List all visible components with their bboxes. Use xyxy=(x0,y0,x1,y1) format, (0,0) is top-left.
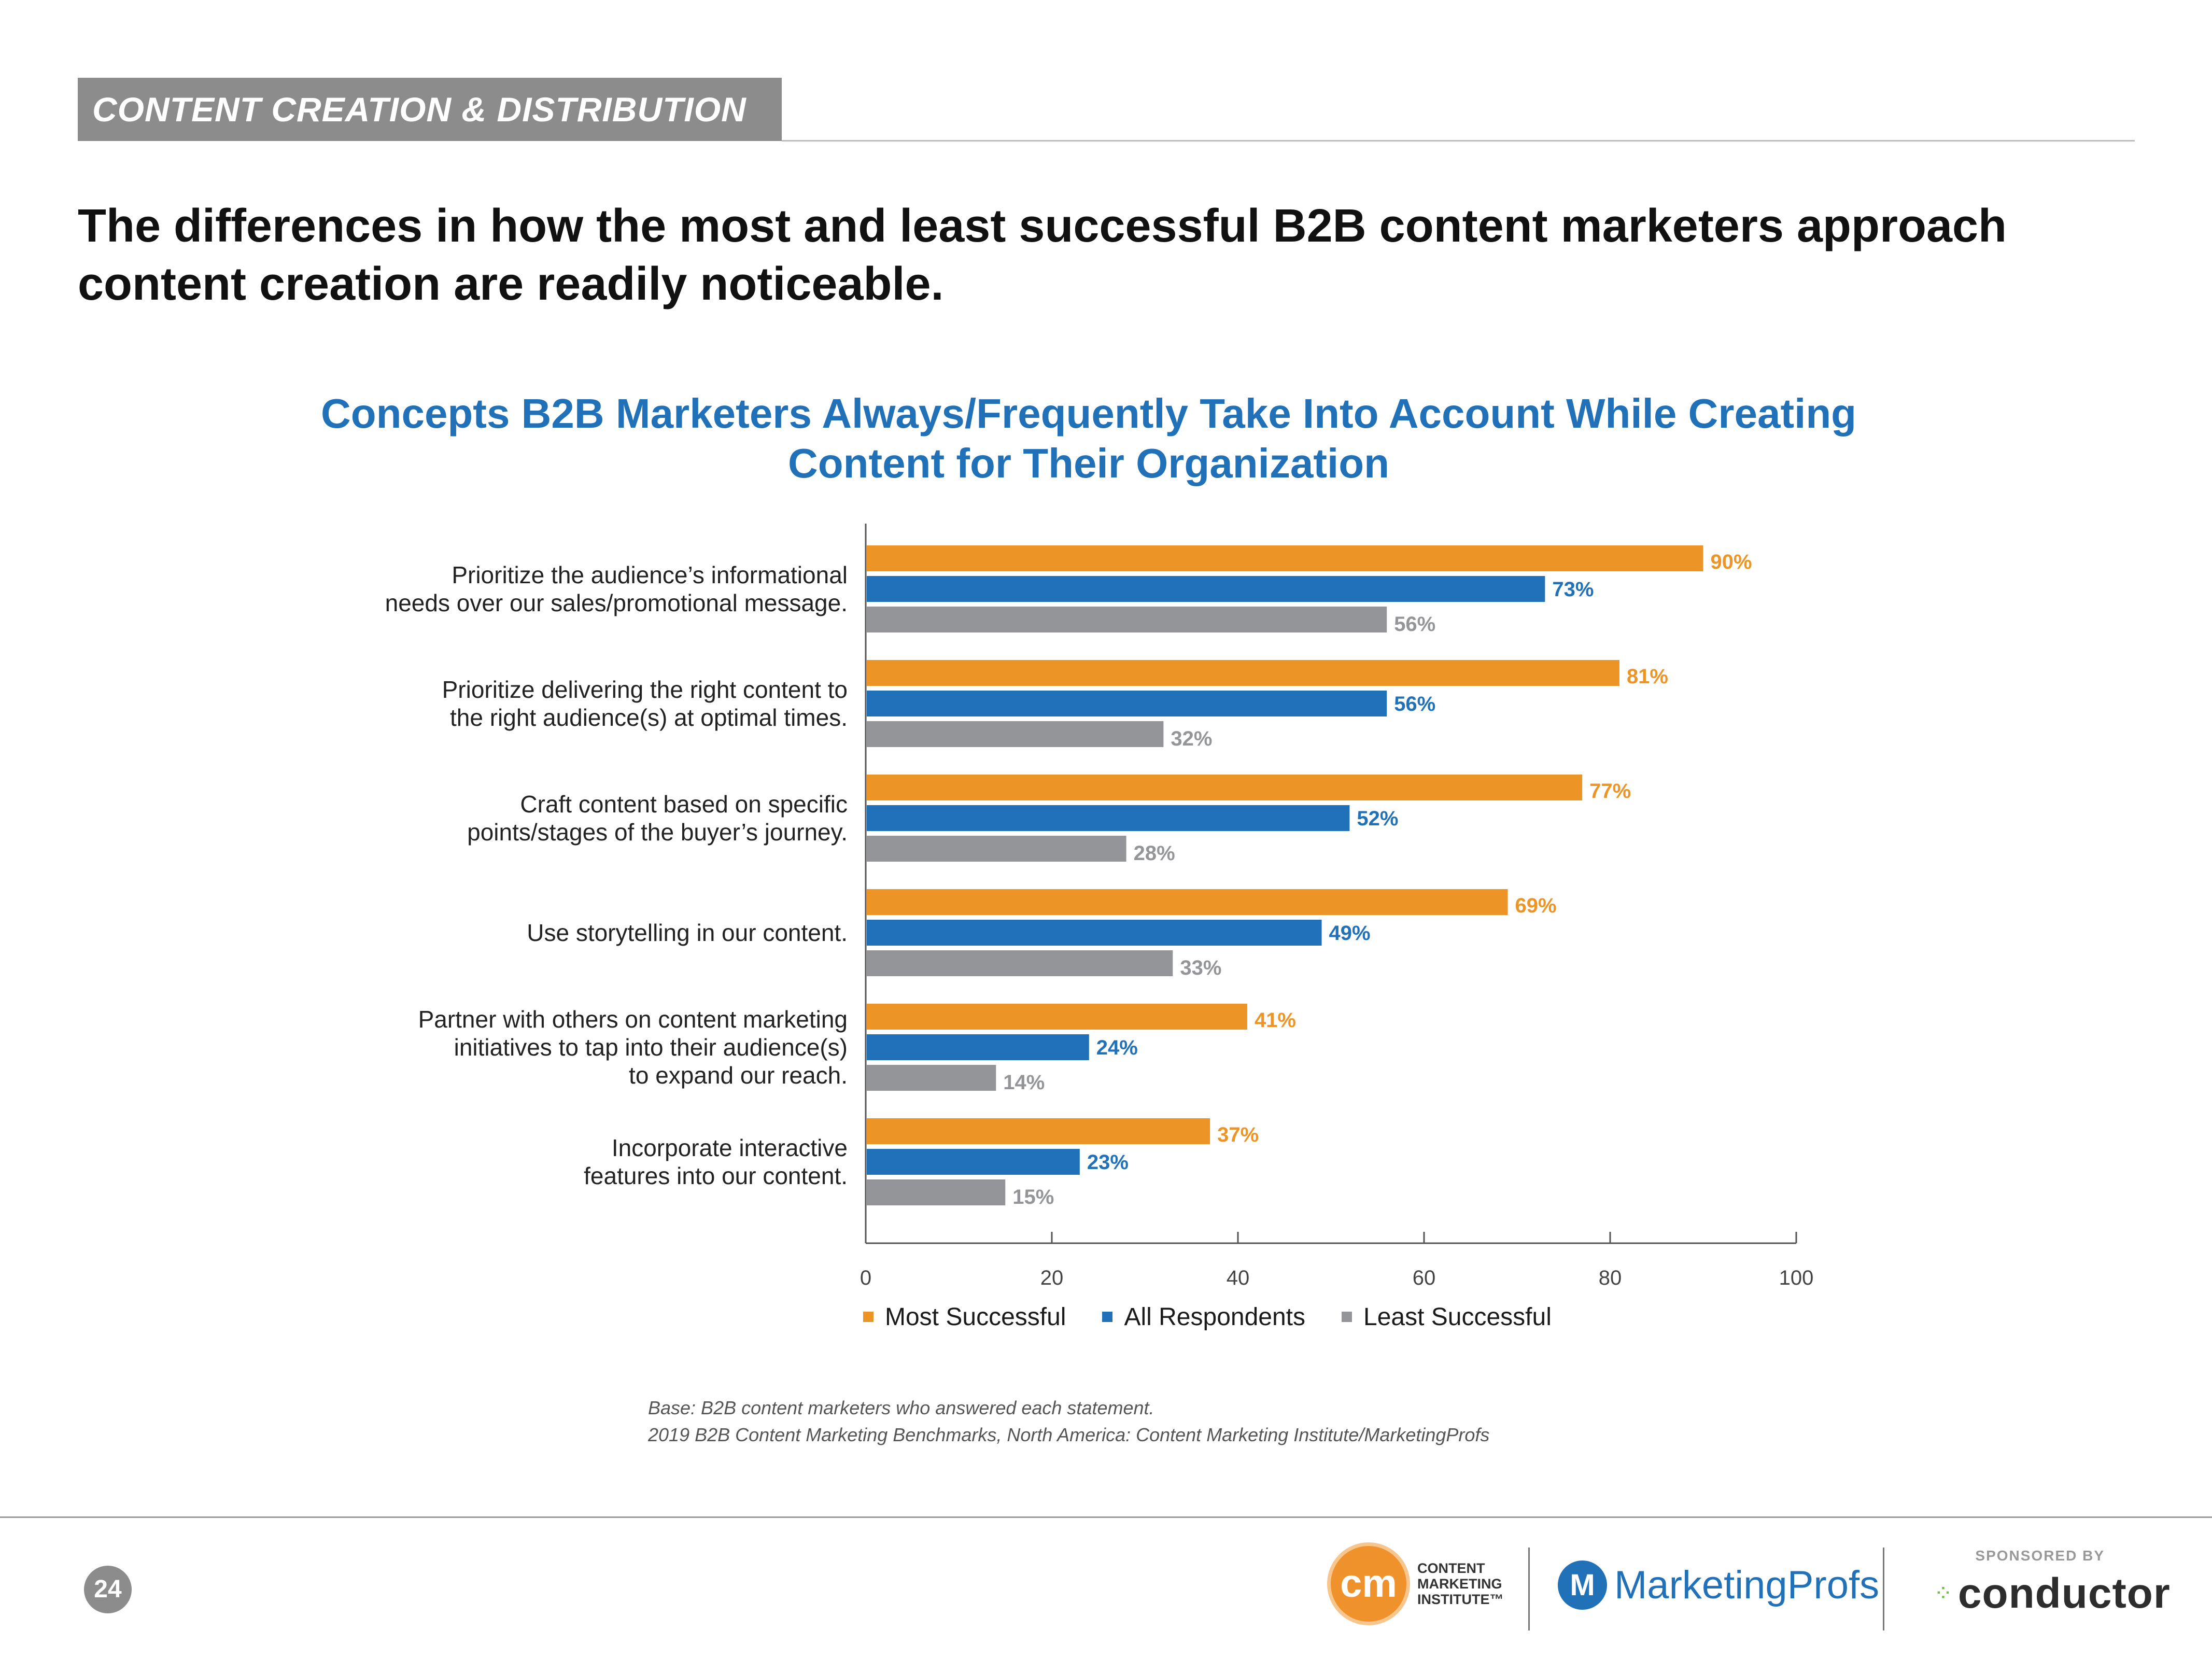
bar xyxy=(867,1034,1089,1060)
cmi-line-1: CONTENT xyxy=(1417,1560,1485,1576)
bar xyxy=(867,1004,1247,1030)
marketingprofs-icon: M xyxy=(1558,1560,1607,1610)
bar xyxy=(867,576,1545,602)
data-label: 33% xyxy=(1180,957,1221,979)
legend-item-all-respondents: All Respondents xyxy=(1102,1303,1305,1331)
page-headline: The differences in how the most and leas… xyxy=(78,200,2007,310)
legend-swatch-most-successful xyxy=(863,1312,873,1322)
x-tick-label: 40 xyxy=(1227,1267,1250,1289)
data-label: 14% xyxy=(1003,1071,1045,1094)
bar xyxy=(867,950,1173,976)
category-label: to expand our reach. xyxy=(629,1062,848,1089)
data-label: 52% xyxy=(1357,807,1398,830)
legend-swatch-all-respondents xyxy=(1102,1312,1113,1322)
marketingprofs-logo: M MarketingProfs xyxy=(1558,1560,1879,1610)
footer-logo-divider xyxy=(1528,1548,1530,1630)
data-label: 69% xyxy=(1515,894,1557,917)
chart-notes: Base: B2B content marketers who answered… xyxy=(648,1395,1489,1449)
sponsor-block: SPONSORED BY ⁘ conductor xyxy=(1934,1548,2170,1618)
cmi-logo: cm CONTENT MARKETING INSTITUTE™ xyxy=(1327,1542,1516,1625)
data-label: 56% xyxy=(1394,693,1435,715)
data-label: 49% xyxy=(1329,922,1371,945)
category-label: Prioritize delivering the right content … xyxy=(442,676,848,703)
category-label: the right audience(s) at optimal times. xyxy=(450,704,848,731)
x-tick-label: 20 xyxy=(1040,1267,1064,1289)
cmi-logo-text: CONTENT MARKETING INSTITUTE™ xyxy=(1417,1560,1516,1607)
cmi-line-2: MARKETING xyxy=(1417,1576,1502,1592)
footer-divider xyxy=(0,1516,2212,1518)
chart-legend: Most Successful All Respondents Least Su… xyxy=(863,1299,1588,1335)
source-note: 2019 B2B Content Marketing Benchmarks, N… xyxy=(648,1424,1490,1445)
category-label: initiatives to tap into their audience(s… xyxy=(454,1034,848,1061)
bar xyxy=(867,1179,1006,1205)
section-divider xyxy=(782,140,2135,142)
data-label: 23% xyxy=(1087,1151,1129,1174)
bar xyxy=(867,545,1703,571)
bar xyxy=(867,660,1619,686)
x-tick-label: 0 xyxy=(860,1267,871,1289)
bar xyxy=(867,1149,1080,1175)
x-tick-label: 80 xyxy=(1599,1267,1622,1289)
bar xyxy=(867,691,1387,716)
data-label: 77% xyxy=(1589,780,1631,803)
bar xyxy=(867,1118,1210,1144)
chart-title: Concepts B2B Marketers Always/Frequently… xyxy=(320,390,1857,486)
category-label: Use storytelling in our content. xyxy=(527,919,848,946)
bar xyxy=(867,607,1387,632)
data-label: 28% xyxy=(1134,842,1175,865)
data-label: 81% xyxy=(1627,665,1668,688)
legend-label-all-respondents: All Respondents xyxy=(1124,1303,1305,1331)
data-label: 41% xyxy=(1255,1009,1296,1032)
bar xyxy=(867,775,1583,800)
page-number: 24 xyxy=(84,1566,132,1613)
bar xyxy=(867,920,1322,946)
data-label: 90% xyxy=(1711,551,1752,573)
conductor-logo: ⁘ conductor xyxy=(1934,1569,2170,1618)
category-label: Incorporate interactive xyxy=(612,1134,848,1161)
bar xyxy=(867,889,1508,915)
legend-item-least-successful: Least Successful xyxy=(1342,1303,1552,1331)
marketingprofs-name: MarketingProfs xyxy=(1614,1563,1880,1607)
data-label: 73% xyxy=(1552,578,1594,601)
category-label: Partner with others on content marketing xyxy=(418,1006,848,1033)
data-label: 24% xyxy=(1096,1036,1138,1059)
footer-logo-divider xyxy=(1883,1548,1884,1630)
data-label: 15% xyxy=(1012,1186,1054,1208)
category-label: Prioritize the audience’s informational xyxy=(452,561,848,588)
category-label: features into our content. xyxy=(584,1162,848,1189)
data-label: 37% xyxy=(1217,1123,1259,1146)
legend-label-least-successful: Least Successful xyxy=(1363,1303,1552,1331)
section-tag: CONTENT CREATION & DISTRIBUTION xyxy=(78,78,782,141)
base-note: Base: B2B content marketers who answered… xyxy=(648,1397,1154,1418)
bar xyxy=(867,805,1350,831)
x-tick-label: 60 xyxy=(1413,1267,1436,1289)
legend-label-most-successful: Most Successful xyxy=(885,1303,1066,1331)
sponsored-by-label: SPONSORED BY xyxy=(1975,1548,2105,1564)
legend-item-most-successful: Most Successful xyxy=(863,1303,1066,1331)
cmi-line-3: INSTITUTE™ xyxy=(1417,1592,1504,1607)
bar xyxy=(867,1065,996,1091)
bar xyxy=(867,721,1164,747)
category-label: points/stages of the buyer’s journey. xyxy=(467,819,848,846)
category-label: Craft content based on specific xyxy=(520,791,848,818)
data-label: 56% xyxy=(1394,613,1435,636)
conductor-name: conductor xyxy=(1957,1570,2171,1617)
category-label: needs over our sales/promotional message… xyxy=(385,589,848,616)
x-tick-label: 100 xyxy=(1779,1267,1814,1289)
conductor-dots-icon: ⁘ xyxy=(1934,1581,1953,1606)
data-label: 32% xyxy=(1171,727,1212,750)
bar xyxy=(867,836,1126,862)
cmi-logo-icon: cm xyxy=(1327,1542,1410,1625)
legend-swatch-least-successful xyxy=(1342,1312,1352,1322)
